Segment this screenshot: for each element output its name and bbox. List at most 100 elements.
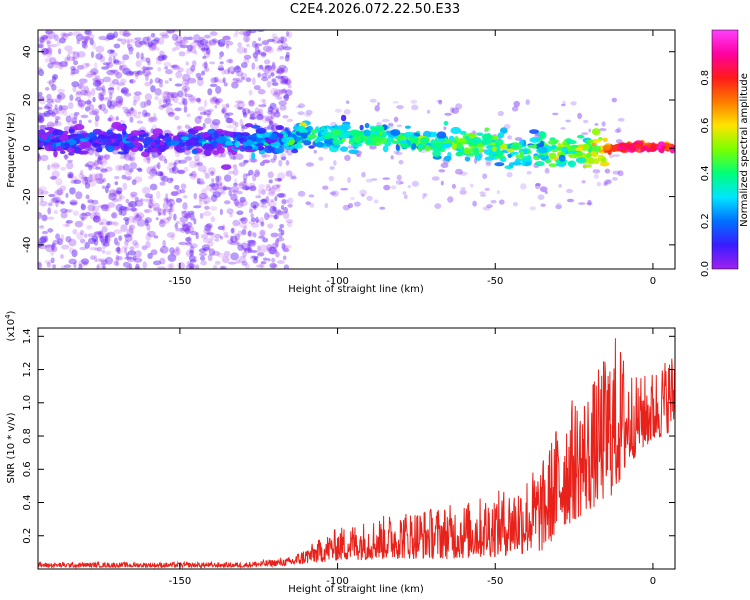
ridge-blob (459, 130, 467, 135)
noise-blob (124, 256, 133, 260)
noise-blob (94, 80, 102, 87)
noise-blob (204, 40, 212, 49)
noise-blob (271, 242, 279, 249)
noise-blob (266, 183, 271, 188)
noise-blob (170, 234, 175, 241)
noise-blob (98, 104, 102, 110)
noise-blob (170, 94, 175, 102)
noise-blob (340, 187, 349, 191)
noise-blob (281, 156, 287, 161)
noise-blob (121, 58, 125, 66)
noise-blob (287, 31, 293, 39)
noise-blob (61, 32, 69, 41)
noise-blob (40, 154, 49, 162)
noise-blob (113, 59, 120, 64)
noise-blob (186, 49, 191, 55)
noise-blob (69, 199, 78, 206)
noise-blob (196, 162, 203, 166)
noise-blob (199, 212, 204, 219)
noise-blob (145, 72, 152, 76)
noise-blob (196, 178, 205, 185)
ridge-blob (332, 129, 341, 136)
ridge-blob (142, 138, 152, 146)
noise-blob (248, 220, 256, 225)
noise-blob (48, 31, 56, 39)
noise-blob (38, 116, 45, 123)
noise-blob (499, 199, 505, 205)
noise-blob (278, 159, 283, 167)
noise-blob (58, 61, 64, 70)
noise-blob (182, 224, 189, 232)
noise-blob (84, 182, 91, 189)
noise-blob (236, 242, 241, 247)
ridge-blob (665, 143, 673, 148)
noise-blob (185, 237, 191, 242)
ridge-blob (117, 151, 128, 155)
noise-blob (109, 49, 115, 53)
noise-blob (164, 80, 169, 84)
noise-blob (264, 65, 273, 71)
noise-blob (100, 218, 108, 226)
noise-blob (244, 248, 251, 254)
noise-blob (204, 34, 211, 39)
noise-blob (70, 180, 77, 184)
noise-blob (110, 212, 117, 218)
noise-blob (243, 222, 247, 229)
noise-blob (83, 36, 91, 41)
ridge-blob (291, 148, 299, 154)
noise-blob (91, 163, 97, 170)
ridge-blob (519, 139, 525, 145)
noise-blob (277, 45, 285, 51)
noise-blob (225, 117, 233, 124)
noise-blob (199, 111, 207, 116)
noise-blob (395, 180, 403, 185)
noise-blob (115, 71, 123, 79)
noise-blob (221, 256, 230, 264)
noise-blob (128, 263, 133, 269)
y-tick-label: 1.4 (22, 328, 33, 344)
noise-blob (84, 106, 91, 112)
noise-blob (114, 237, 118, 246)
noise-blob (46, 41, 50, 47)
noise-blob (248, 30, 257, 34)
noise-blob (130, 194, 136, 199)
noise-blob (257, 245, 261, 253)
noise-blob (178, 159, 188, 164)
noise-blob (139, 198, 144, 202)
noise-blob (219, 51, 225, 57)
noise-blob (329, 191, 337, 196)
noise-blob (55, 107, 65, 115)
ridge-blob (478, 148, 484, 153)
snr-layer (38, 338, 675, 569)
noise-blob (617, 170, 624, 177)
noise-blob (154, 77, 161, 84)
noise-blob (119, 206, 128, 211)
noise-blob (65, 192, 69, 198)
ridge-blob (297, 125, 306, 133)
noise-blob (135, 213, 140, 219)
noise-blob (44, 260, 53, 264)
noise-blob (217, 225, 225, 230)
noise-blob (90, 68, 99, 75)
noise-blob (459, 189, 467, 195)
noise-blob (67, 50, 76, 55)
noise-blob (251, 77, 256, 86)
noise-blob (107, 202, 116, 208)
noise-blob (266, 243, 273, 252)
noise-blob (200, 233, 209, 240)
noise-blob (287, 197, 294, 204)
noise-blob (38, 186, 47, 191)
noise-blob (459, 171, 468, 176)
ridge-blob (84, 136, 90, 141)
noise-blob (38, 69, 44, 77)
noise-blob (71, 176, 78, 183)
noise-blob (267, 258, 271, 262)
noise-blob (225, 235, 230, 239)
noise-blob (162, 208, 167, 216)
noise-blob (69, 201, 77, 205)
noise-blob (122, 30, 131, 38)
noise-blob (249, 255, 256, 261)
noise-blob (438, 169, 446, 173)
noise-blob (74, 220, 84, 228)
